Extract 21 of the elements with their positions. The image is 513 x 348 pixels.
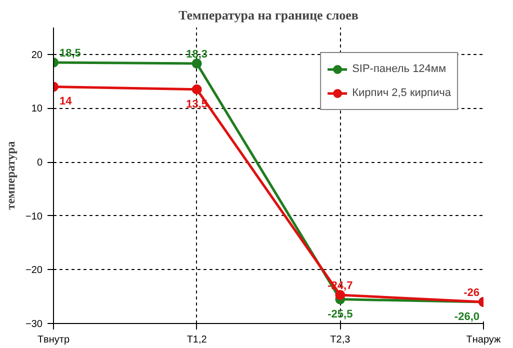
y-tick-label: 0 — [36, 158, 43, 169]
data-label: -26 — [464, 286, 480, 299]
x-tick-label: T1,2 — [186, 334, 208, 346]
x-tick-label: Tвнутр — [37, 334, 70, 346]
legend-label: SIP-панель 124мм — [352, 63, 446, 75]
y-tick-label: −10 — [26, 211, 43, 222]
data-label: -25,5 — [328, 308, 353, 320]
legend-label: Кирпич 2,5 кирпича — [352, 87, 451, 99]
chart-title: Температура на границе слоев — [178, 8, 358, 22]
data-label: 14 — [60, 96, 73, 108]
data-label: -26,0 — [454, 310, 480, 323]
data-label: 18,5 — [60, 47, 81, 60]
y-tick-label: −20 — [26, 265, 43, 276]
y-axis-title: температура — [4, 141, 18, 210]
y-tick-label: 10 — [31, 104, 43, 115]
x-tick-label: Tнаруж — [466, 334, 502, 346]
point — [192, 58, 202, 69]
x-tick-label: T2,3 — [330, 334, 351, 346]
y-tick-label: 20 — [31, 50, 43, 61]
y-tick-label: −30 — [26, 319, 43, 330]
data-label: 18,3 — [186, 48, 208, 61]
